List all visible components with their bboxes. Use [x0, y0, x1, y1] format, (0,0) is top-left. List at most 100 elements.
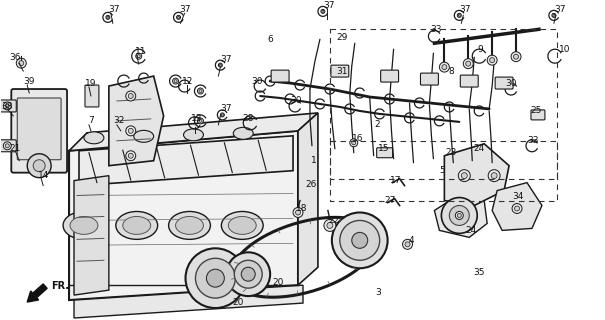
Polygon shape: [69, 113, 318, 151]
Text: 31: 31: [336, 67, 348, 76]
FancyBboxPatch shape: [1, 140, 16, 152]
Circle shape: [402, 239, 413, 249]
Text: 10: 10: [559, 45, 571, 54]
Text: 12: 12: [182, 76, 193, 85]
Ellipse shape: [234, 127, 253, 139]
Circle shape: [439, 62, 450, 72]
Ellipse shape: [63, 212, 105, 239]
Circle shape: [459, 14, 460, 16]
Text: 14: 14: [38, 171, 49, 180]
Text: 7: 7: [88, 116, 94, 125]
Circle shape: [199, 90, 202, 92]
Text: 4: 4: [409, 236, 414, 245]
Text: 26: 26: [306, 180, 316, 189]
Circle shape: [195, 258, 235, 298]
Circle shape: [172, 78, 178, 84]
Text: 37: 37: [554, 5, 566, 14]
Text: 3: 3: [374, 288, 381, 297]
Circle shape: [322, 10, 324, 12]
Circle shape: [350, 139, 358, 147]
Polygon shape: [444, 144, 509, 205]
FancyBboxPatch shape: [381, 70, 399, 82]
Text: 8: 8: [448, 67, 454, 76]
Ellipse shape: [134, 130, 154, 142]
FancyBboxPatch shape: [420, 73, 439, 85]
Circle shape: [136, 53, 142, 59]
Ellipse shape: [228, 216, 256, 234]
Circle shape: [234, 260, 262, 288]
Text: 18: 18: [296, 204, 308, 213]
Circle shape: [4, 102, 11, 110]
Text: 37: 37: [323, 1, 335, 10]
Text: 17: 17: [390, 176, 401, 185]
Text: 37: 37: [221, 55, 232, 64]
Text: 30: 30: [505, 78, 517, 88]
Circle shape: [186, 248, 245, 308]
Circle shape: [5, 104, 9, 108]
Text: 6: 6: [267, 35, 273, 44]
Circle shape: [128, 153, 133, 158]
Bar: [330, 141, 557, 201]
Text: 21: 21: [10, 144, 21, 153]
Text: 39: 39: [24, 76, 35, 85]
Text: 2: 2: [375, 120, 381, 129]
Text: 9: 9: [477, 45, 483, 54]
Circle shape: [295, 210, 301, 215]
FancyBboxPatch shape: [271, 70, 289, 82]
Text: 11: 11: [135, 47, 146, 56]
Circle shape: [321, 9, 325, 13]
Circle shape: [457, 213, 461, 218]
Circle shape: [488, 170, 500, 182]
Text: 27: 27: [384, 196, 395, 205]
Text: 22: 22: [329, 216, 339, 225]
Circle shape: [206, 269, 224, 287]
Text: 5: 5: [439, 166, 445, 175]
Text: 37: 37: [460, 5, 471, 14]
FancyBboxPatch shape: [495, 77, 513, 89]
Polygon shape: [69, 131, 298, 300]
Circle shape: [197, 118, 203, 124]
Text: 23: 23: [446, 148, 457, 157]
Circle shape: [461, 173, 467, 179]
Polygon shape: [74, 285, 303, 318]
FancyBboxPatch shape: [331, 65, 349, 77]
FancyBboxPatch shape: [85, 85, 99, 107]
Ellipse shape: [70, 216, 98, 234]
Ellipse shape: [116, 212, 158, 239]
Ellipse shape: [221, 212, 263, 239]
Circle shape: [220, 113, 224, 117]
Circle shape: [324, 220, 336, 231]
Circle shape: [352, 232, 368, 248]
Circle shape: [487, 55, 497, 65]
Circle shape: [126, 151, 136, 161]
Circle shape: [352, 141, 356, 145]
FancyBboxPatch shape: [11, 89, 67, 173]
Circle shape: [405, 242, 410, 247]
FancyBboxPatch shape: [18, 98, 61, 160]
Polygon shape: [79, 136, 293, 186]
Text: 34: 34: [512, 192, 524, 201]
Circle shape: [33, 160, 45, 172]
Circle shape: [442, 65, 447, 70]
Circle shape: [126, 91, 136, 101]
Ellipse shape: [175, 216, 203, 234]
Circle shape: [177, 16, 180, 18]
FancyBboxPatch shape: [1, 100, 16, 112]
Text: 30: 30: [252, 76, 263, 85]
Ellipse shape: [123, 216, 151, 234]
Circle shape: [459, 170, 470, 182]
Text: 20: 20: [272, 278, 284, 287]
Circle shape: [128, 128, 133, 133]
Text: 13: 13: [191, 114, 202, 124]
Text: 37: 37: [180, 5, 191, 14]
Circle shape: [27, 154, 51, 178]
Text: 25: 25: [530, 107, 541, 116]
Circle shape: [457, 13, 461, 17]
Circle shape: [489, 58, 495, 63]
Circle shape: [220, 64, 221, 66]
Text: 33: 33: [527, 136, 538, 145]
Ellipse shape: [169, 212, 211, 239]
Circle shape: [456, 212, 463, 220]
Text: 32: 32: [113, 116, 125, 125]
Bar: [330, 29, 557, 179]
